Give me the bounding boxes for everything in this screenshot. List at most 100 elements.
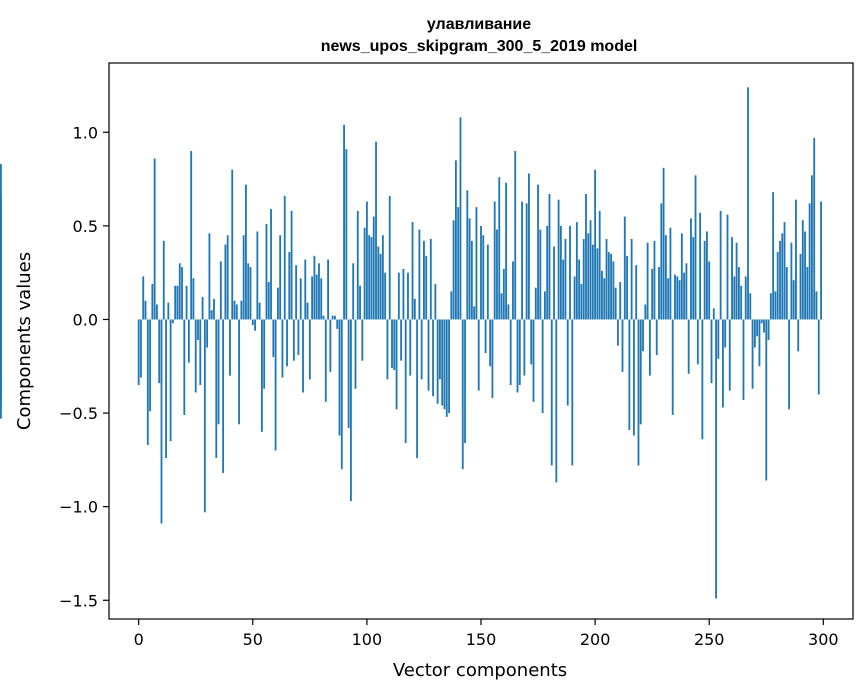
bar: [664, 235, 667, 320]
bar: [343, 124, 345, 320]
bar: [790, 242, 793, 320]
bar: [692, 237, 695, 320]
bar: [315, 274, 318, 320]
bar: [655, 319, 658, 356]
bar: [199, 319, 202, 385]
bar: [801, 220, 804, 320]
bar: [482, 235, 485, 320]
bar: [176, 285, 179, 320]
bar: [637, 319, 640, 466]
bar: [420, 319, 423, 380]
bar: [436, 319, 439, 404]
bar: [470, 240, 473, 320]
bar: [299, 278, 302, 320]
bar: [742, 319, 745, 400]
bar: [311, 276, 314, 320]
bar: [525, 203, 528, 320]
bar: [724, 319, 727, 348]
bar: [402, 268, 405, 320]
bar: [712, 308, 715, 320]
bar: [288, 252, 291, 320]
bar: [486, 244, 489, 320]
bar: [756, 319, 759, 337]
bar: [623, 216, 626, 320]
bar: [676, 276, 679, 320]
bar: [509, 319, 512, 385]
bar: [630, 238, 633, 320]
bar: [429, 238, 432, 320]
bar: [710, 319, 713, 384]
bar: [306, 302, 309, 320]
bar: [776, 252, 779, 320]
bar: [448, 319, 450, 414]
bar: [425, 255, 428, 320]
bar: [559, 225, 562, 320]
bar: [272, 319, 275, 357]
bar: [493, 201, 496, 320]
bar: [336, 319, 339, 329]
bar: [295, 265, 298, 320]
bar: [308, 319, 311, 380]
bar: [286, 319, 288, 367]
y-tick-label: −0.5: [59, 404, 98, 423]
bar: [395, 319, 398, 410]
bar: [566, 319, 569, 406]
bar: [281, 319, 284, 378]
bar: [639, 319, 642, 425]
bar: [740, 285, 743, 320]
bar: [500, 293, 503, 320]
bar: [235, 304, 238, 320]
bar: [400, 319, 403, 361]
bar: [785, 267, 788, 320]
y-tick-label: 1.0: [73, 123, 98, 142]
bar: [783, 222, 786, 320]
bar: [265, 224, 268, 320]
bar: [603, 278, 606, 320]
bar: [240, 300, 243, 320]
bar: [454, 160, 457, 320]
bar: [331, 315, 334, 320]
bar: [187, 319, 190, 363]
bar: [534, 287, 537, 320]
bar: [324, 319, 327, 402]
bar: [614, 287, 617, 320]
bar: [484, 319, 487, 354]
bar: [350, 319, 352, 502]
bar: [690, 218, 692, 320]
bar: [345, 149, 348, 320]
bar: [201, 297, 204, 320]
bar: [797, 319, 800, 352]
bar: [149, 319, 151, 412]
bar: [557, 199, 560, 320]
bar: [507, 304, 510, 320]
bar: [352, 263, 355, 320]
bar: [674, 274, 676, 320]
bar: [224, 244, 227, 320]
bar: [646, 242, 649, 320]
bar: [329, 319, 332, 372]
bar: [418, 229, 421, 320]
bar: [726, 214, 729, 320]
bar: [441, 319, 444, 406]
bar: [610, 253, 612, 320]
bar: [222, 319, 225, 473]
bar: [653, 240, 656, 320]
bar-series: [0, 87, 822, 599]
bar: [662, 167, 665, 320]
bar: [808, 203, 811, 320]
bar: [719, 210, 722, 320]
bar: [516, 319, 519, 393]
x-tick-label: 0: [134, 630, 144, 649]
bar: [247, 263, 250, 320]
bar: [169, 319, 172, 442]
x-axis: 0 50 100 150 200 250 300: [134, 619, 839, 649]
bar: [817, 319, 820, 395]
bar: [375, 141, 377, 320]
bar: [760, 319, 763, 324]
bar: [370, 237, 373, 320]
bar: [192, 278, 195, 320]
bar: [658, 267, 660, 320]
x-tick-label: 100: [352, 630, 383, 649]
bar: [251, 319, 254, 326]
bar: [411, 222, 414, 320]
